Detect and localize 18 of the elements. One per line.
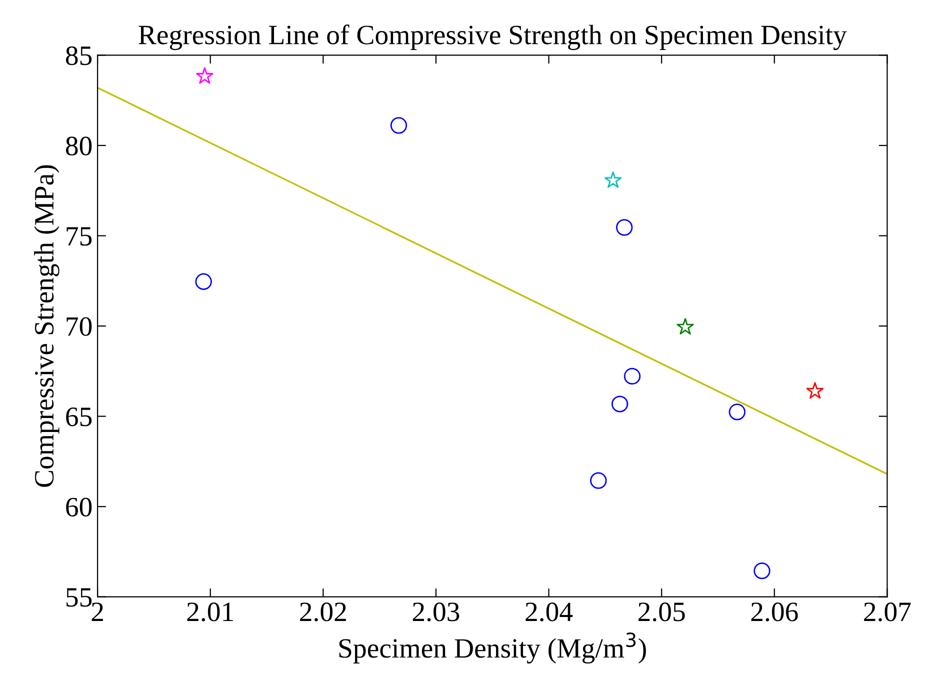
chart-title: Regression Line of Compressive Strength on Specimen Density [138, 24, 847, 50]
y-tick-label: 70 [66, 317, 92, 336]
x-axis-title: Specimen Density (Mg/m$^{3}$) [339, 632, 646, 664]
x-tick-label: 2.06 [751, 602, 798, 622]
y-tick-label: 75 [66, 227, 92, 246]
x-tick-label: 2.01 [187, 602, 233, 622]
x-tick-label: 2.07 [864, 602, 911, 622]
x-tick-label: 2.04 [526, 602, 573, 622]
x-tick-label: 2 [92, 602, 103, 621]
y-axis-title: Compressive Strength (MPa) [34, 165, 60, 487]
y-tick-label: 55 [66, 588, 92, 607]
y-tick-label: 60 [66, 498, 92, 516]
x-tick-label: 2.02 [300, 602, 346, 622]
y-tick-label: 85 [66, 46, 92, 66]
x-tick-label: 2.03 [412, 602, 460, 622]
y-tick-label: 80 [66, 136, 92, 156]
y-tick-label: 65 [66, 408, 92, 426]
x-tick-label: 2.05 [638, 602, 685, 622]
